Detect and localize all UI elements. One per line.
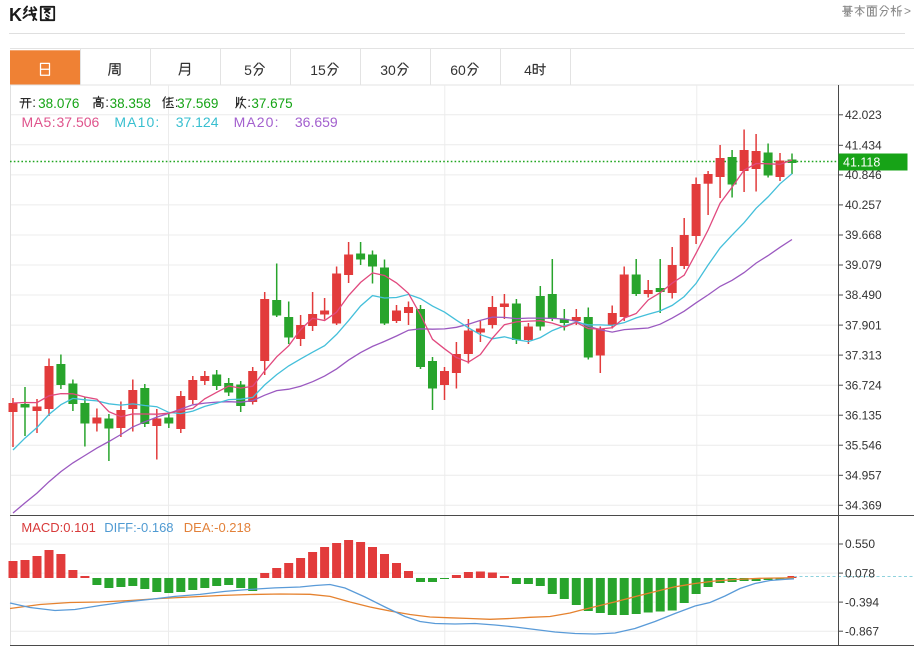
svg-text:41.118: 41.118 bbox=[843, 156, 880, 170]
svg-text:34.957: 34.957 bbox=[845, 469, 882, 483]
svg-text:30: 30 bbox=[380, 62, 396, 78]
svg-text:37.675: 37.675 bbox=[251, 96, 292, 111]
svg-text::: : bbox=[105, 95, 109, 110]
svg-text::: : bbox=[32, 95, 36, 110]
svg-text:35.546: 35.546 bbox=[845, 438, 882, 452]
svg-text:36.659: 36.659 bbox=[295, 114, 338, 130]
svg-text:39.079: 39.079 bbox=[845, 258, 882, 272]
svg-text:37.124: 37.124 bbox=[176, 114, 219, 130]
svg-text:38.490: 38.490 bbox=[845, 288, 882, 302]
svg-text:DIFF:-0.168: DIFF:-0.168 bbox=[104, 520, 173, 535]
svg-text:MA10:: MA10: bbox=[114, 114, 160, 130]
svg-text:-0.394: -0.394 bbox=[845, 595, 879, 609]
svg-text:4: 4 bbox=[524, 62, 532, 78]
svg-text:38.358: 38.358 bbox=[110, 96, 151, 111]
svg-text:60: 60 bbox=[450, 62, 466, 78]
svg-text:39.668: 39.668 bbox=[845, 228, 882, 242]
svg-text:37.506: 37.506 bbox=[57, 114, 100, 130]
svg-text:-0.867: -0.867 bbox=[845, 624, 879, 638]
svg-text::: : bbox=[175, 95, 179, 110]
svg-text:>: > bbox=[904, 4, 911, 18]
svg-text:34.369: 34.369 bbox=[845, 499, 882, 513]
svg-text:K: K bbox=[9, 5, 22, 25]
svg-text:40.257: 40.257 bbox=[845, 198, 882, 212]
svg-text:36.724: 36.724 bbox=[845, 378, 882, 392]
svg-text:37.569: 37.569 bbox=[177, 96, 218, 111]
svg-text:DEA:-0.218: DEA:-0.218 bbox=[184, 520, 251, 535]
svg-text:38.076: 38.076 bbox=[38, 96, 79, 111]
svg-text:MA20:: MA20: bbox=[234, 114, 280, 130]
svg-text:36.135: 36.135 bbox=[845, 408, 882, 422]
svg-text:MA5:: MA5: bbox=[22, 114, 57, 130]
svg-text:0.550: 0.550 bbox=[845, 537, 875, 551]
svg-text:40.846: 40.846 bbox=[845, 168, 882, 182]
svg-text:41.434: 41.434 bbox=[845, 139, 882, 153]
svg-text:37.901: 37.901 bbox=[845, 318, 882, 332]
svg-text:15: 15 bbox=[310, 62, 326, 78]
svg-text:37.313: 37.313 bbox=[845, 348, 882, 362]
svg-text:42.023: 42.023 bbox=[845, 108, 882, 122]
svg-text::: : bbox=[247, 95, 251, 110]
svg-text:5: 5 bbox=[244, 62, 252, 78]
svg-text:MACD:0.101: MACD:0.101 bbox=[21, 520, 95, 535]
svg-text:0.078: 0.078 bbox=[845, 566, 875, 580]
